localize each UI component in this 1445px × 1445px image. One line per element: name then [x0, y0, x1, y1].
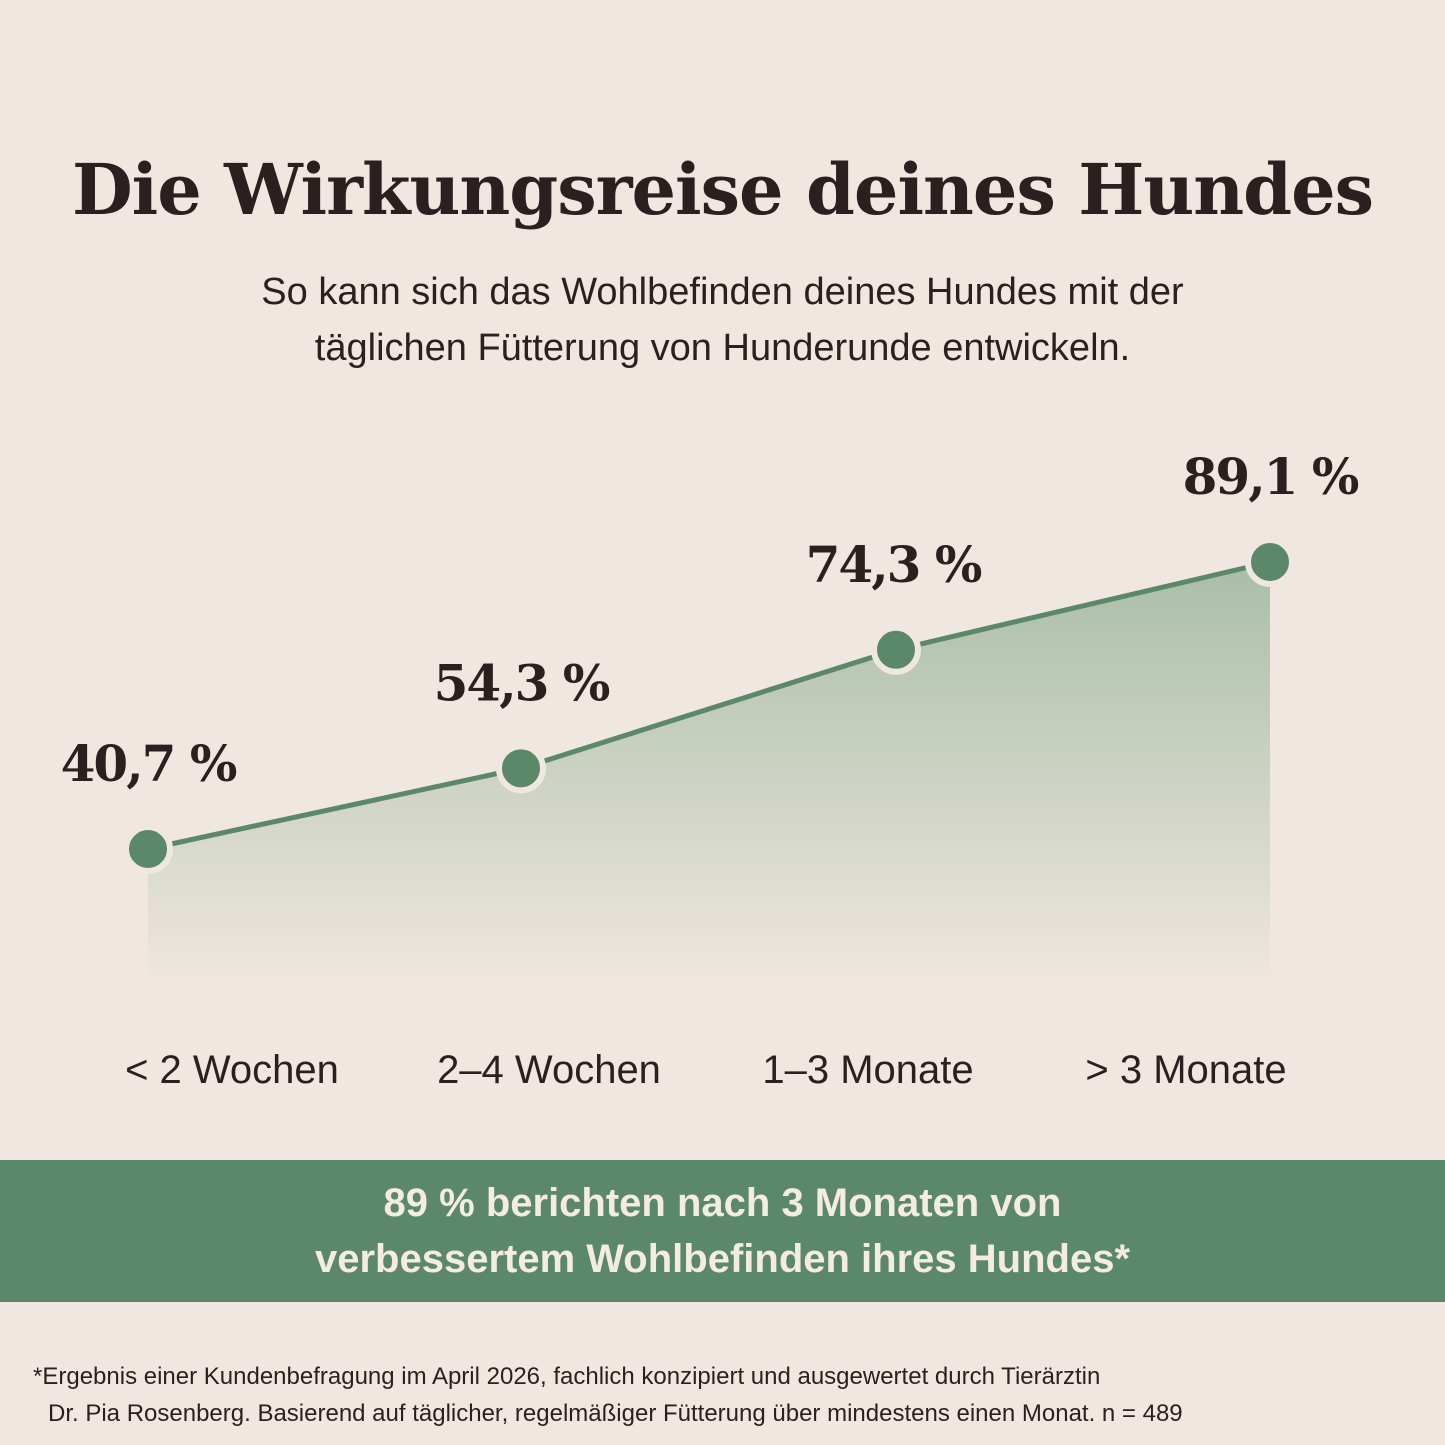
- data-point-2: [496, 743, 546, 794]
- footnote: *Ergebnis einer Kundenbefragung im April…: [0, 1358, 1445, 1432]
- banner-line-2: verbessertem Wohlbefinden ihres Hundes*: [314, 1237, 1131, 1281]
- subtitle-line-2: täglichen Fütterung von Hunderunde entwi…: [314, 327, 1131, 369]
- page-title: Die Wirkungsreise deines Hundes: [71, 148, 1374, 231]
- banner-line-1: 89 % berichten nach 3 Monaten von: [383, 1181, 1062, 1225]
- data-label-4: 89,1 %: [1183, 447, 1359, 506]
- data-label-3: 74,3 %: [806, 535, 982, 594]
- category-label-1: < 2 Wochen: [125, 1048, 339, 1092]
- series-line: [147, 559, 1271, 852]
- highlight-banner: 89 % berichten nach 3 Monaten von verbes…: [0, 1160, 1445, 1302]
- footnote-line-1: *Ergebnis einer Kundenbefragung im April…: [33, 1363, 1101, 1390]
- category-label-2: 2–4 Wochen: [437, 1048, 661, 1092]
- data-label-1: 40,7 %: [61, 734, 237, 793]
- area-fill: [148, 562, 1270, 990]
- data-point-3: [871, 624, 921, 675]
- category-label-4: > 3 Monate: [1085, 1048, 1286, 1092]
- data-point-1: [123, 824, 173, 874]
- category-label-3: 1–3 Monate: [762, 1048, 973, 1092]
- data-point-4: [1245, 537, 1295, 587]
- page-subtitle: So kann sich das Wohlbefinden deines Hun…: [0, 264, 1445, 376]
- footnote-line-2: Dr. Pia Rosenberg. Basierend auf täglich…: [48, 1400, 1183, 1427]
- data-label-2: 54,3 %: [434, 653, 610, 712]
- subtitle-line-1: So kann sich das Wohlbefinden deines Hun…: [261, 271, 1184, 313]
